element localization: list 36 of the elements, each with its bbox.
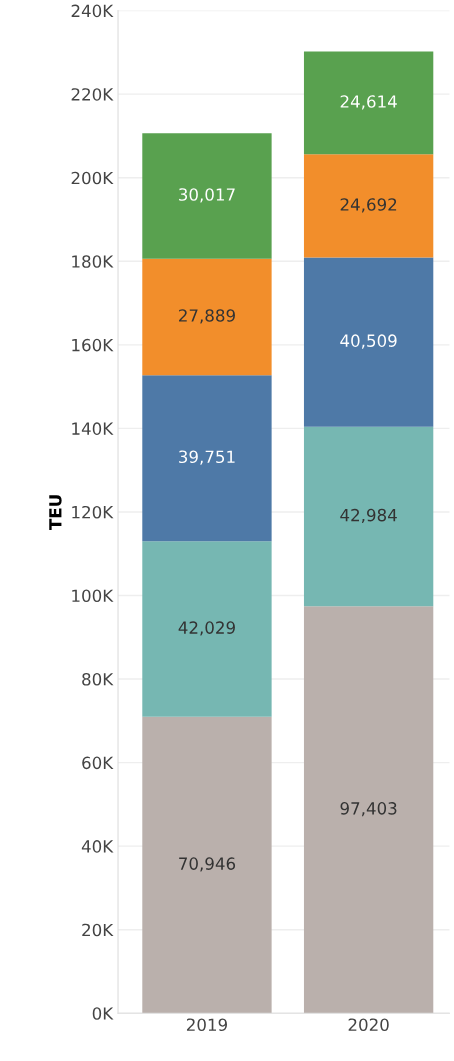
bar [142,716,272,1014]
y-tick-label: 140K [72,422,114,435]
data-label: 30,017 [179,188,235,203]
y-tick-label: 240K [71,4,114,18]
y-tick-label: 100K [72,589,114,603]
bar [303,606,434,1014]
y-tick-label: 200K [71,171,114,185]
bar [142,375,272,542]
data-label: 70,946 [179,857,236,872]
y-tick-label: 220K [71,88,114,101]
bar [142,133,272,259]
y-tick-label: 80K [82,673,114,686]
y-tick-label: 60K [82,756,114,770]
y-tick-label: 120K [72,505,114,519]
data-label: 39,751 [179,450,235,465]
bar [303,51,434,155]
data-label: 40,509 [340,334,397,349]
data-label: 42,029 [178,621,235,636]
y-tick-label: 180K [72,255,114,268]
data-label: 24,614 [340,95,397,110]
x-tick-label: 2020 [348,1018,389,1032]
bar [142,258,272,376]
y-axis-title: TEU [49,495,62,530]
bar [142,541,272,717]
data-label: 42,984 [340,508,397,524]
bar [303,154,434,258]
x-tick-label: 2019 [186,1018,227,1032]
data-label: 27,889 [179,309,235,324]
data-label: 97,403 [340,802,397,817]
bar [303,257,434,427]
y-tick-label: 0K [92,1007,114,1020]
bar [303,426,434,607]
data-label: 24,692 [340,198,397,213]
y-tick-label: 40K [81,840,114,853]
y-tick-label: 20K [82,923,114,937]
y-tick-label: 160K [72,338,114,352]
